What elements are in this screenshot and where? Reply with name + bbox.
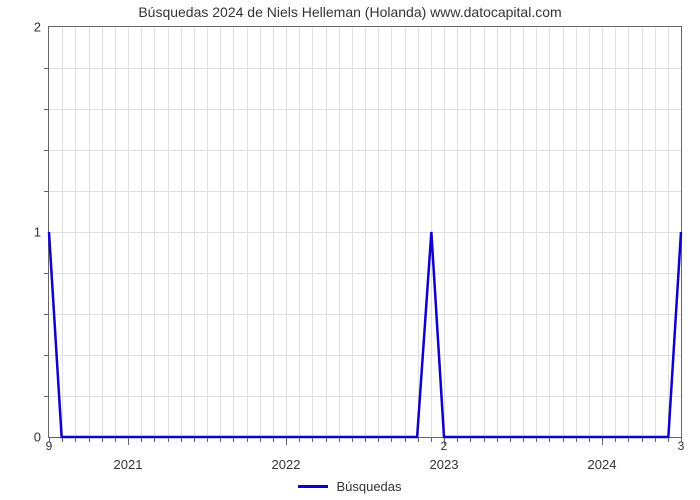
chart-title: Búsquedas 2024 de Niels Helleman (Holand…	[0, 4, 700, 20]
x-axis-below-label: 3	[678, 439, 685, 453]
x-axis-tick-label: 2021	[114, 457, 143, 472]
x-axis-below-label: 9	[46, 439, 53, 453]
legend-label: Búsquedas	[336, 479, 401, 494]
series-line	[49, 27, 681, 437]
plot-area: 0122021202220232024923	[48, 26, 682, 438]
x-axis-tick-label: 2023	[430, 457, 459, 472]
y-axis-tick-label: 2	[34, 20, 41, 35]
legend-swatch	[298, 485, 328, 488]
x-axis-below-label: 2	[441, 439, 448, 453]
x-axis-tick-label: 2024	[588, 457, 617, 472]
legend: Búsquedas	[0, 478, 700, 494]
x-axis-tick-label: 2022	[272, 457, 301, 472]
y-axis-tick-label: 1	[34, 225, 41, 240]
y-axis-tick-label: 0	[34, 430, 41, 445]
x-axis-minor-tick	[431, 437, 432, 442]
